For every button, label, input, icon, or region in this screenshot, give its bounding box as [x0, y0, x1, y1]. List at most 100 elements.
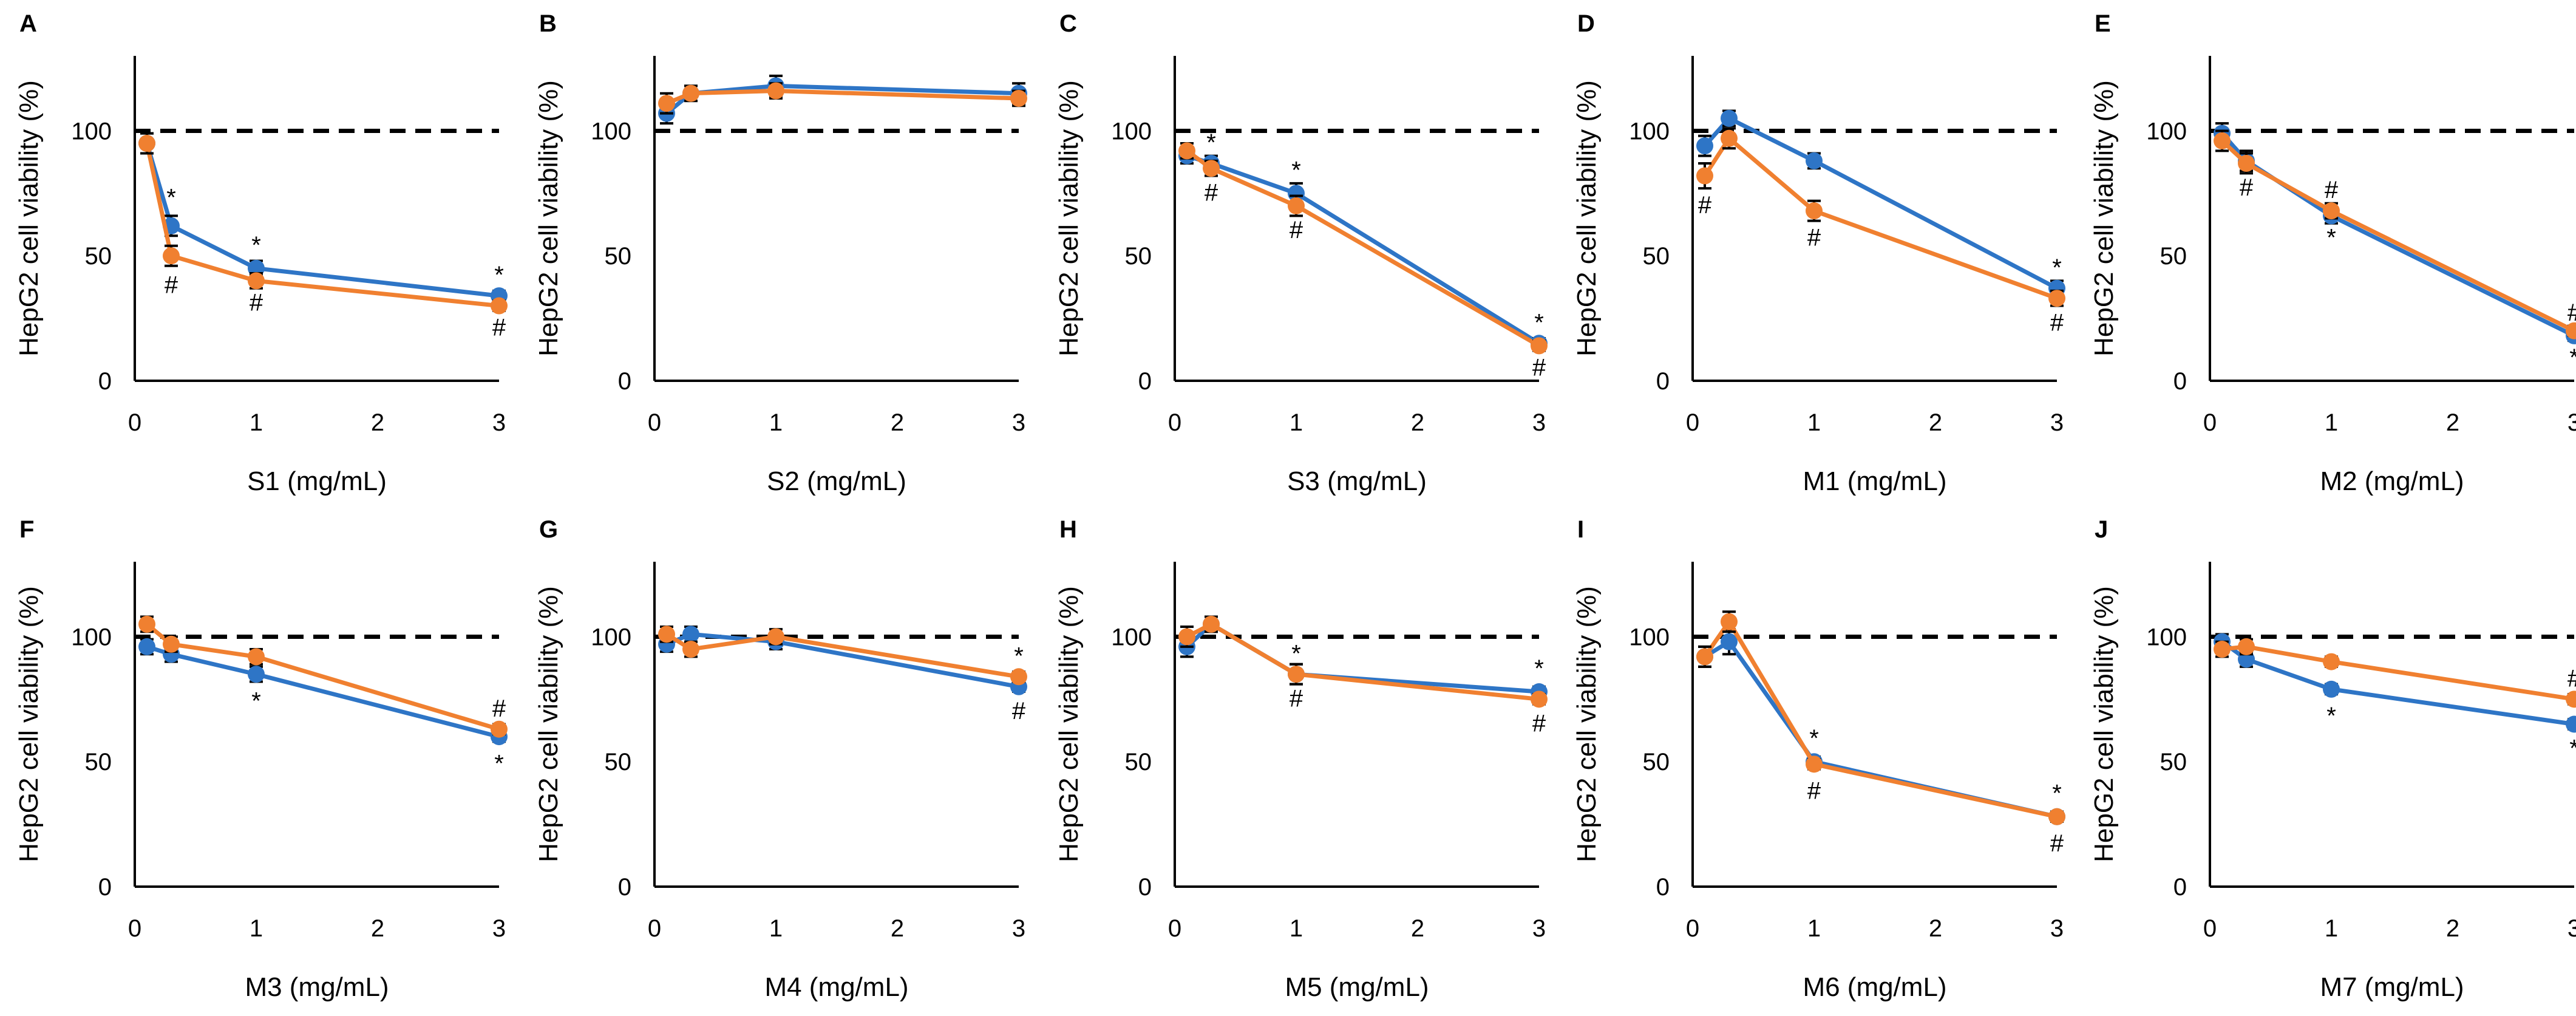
x-axis-title: M4 (mg/mL): [764, 972, 908, 1002]
x-tick-label: 3: [1532, 409, 1546, 436]
y-tick-label: 0: [1656, 368, 1670, 395]
x-axis-title: S2 (mg/mL): [767, 466, 906, 496]
significance-mark: *: [1291, 640, 1301, 667]
y-tick-label: 100: [2146, 118, 2187, 145]
data-point-series-1: [138, 638, 155, 655]
data-point-series-2: [682, 641, 699, 658]
significance-mark: *: [2569, 735, 2576, 762]
series-line-2: [1703, 619, 2058, 819]
significance-mark: *: [1534, 309, 1544, 336]
data-point-series-2: [1010, 89, 1027, 107]
y-axis-title: HepG2 cell viability (%): [534, 80, 563, 356]
x-axis-title: M2 (mg/mL): [2320, 466, 2464, 496]
chart-panel-i: I 0 50 100 0 1 2 3 M6 (mg/mL) HepG2 cell viabilit…: [1572, 516, 2065, 1002]
data-point-series-2: [491, 720, 508, 738]
significance-mark: #: [165, 272, 178, 299]
data-point-series-2: [1203, 615, 1220, 633]
chart-panel-h: H 0 50 100 0 1 2 3 M5 (mg/mL) HepG2 cell viabilit…: [1054, 516, 1548, 1002]
data-point-series-1: [2566, 715, 2576, 733]
data-point-series-1: [248, 666, 265, 683]
significance-mark: *: [2052, 780, 2062, 807]
series-line-1: [665, 83, 1019, 115]
x-axis-title: S3 (mg/mL): [1287, 466, 1427, 496]
significance-mark: #: [2568, 665, 2576, 692]
series-line-2: [2221, 644, 2575, 701]
x-axis-title: S1 (mg/mL): [247, 466, 387, 496]
x-tick-label: 2: [891, 915, 904, 942]
data-point-series-2: [2323, 653, 2340, 670]
x-tick-label: 1: [769, 409, 783, 436]
significance-mark: #: [1290, 685, 1303, 712]
significance-mark: *: [166, 185, 176, 211]
chart-panel-g: G 0 50 100 0 1 2 3 M4 (mg/mL) HepG2 cell viabilit…: [534, 516, 1027, 1002]
y-tick-label: 50: [1125, 749, 1152, 776]
panel-letter: J: [2095, 516, 2108, 543]
significance-mark: *: [2052, 254, 2062, 281]
x-tick-label: 0: [128, 915, 141, 942]
data-point-series-2: [163, 247, 180, 265]
data-point-series-2: [2323, 202, 2340, 220]
data-point-series-2: [2238, 154, 2255, 172]
significance-mark: #: [2050, 830, 2064, 857]
x-tick-label: 1: [1807, 915, 1821, 942]
chart-panel-j: J 0 50 100 0 1 2 3 M7 (mg/mL) HepG2 cell viabilit…: [2089, 516, 2576, 1002]
x-axis-title: M6 (mg/mL): [1803, 972, 1946, 1002]
data-point-series-2: [1288, 666, 1305, 683]
data-point-series-1: [682, 626, 699, 643]
data-point-series-1: [1696, 137, 1713, 155]
x-tick-label: 1: [1290, 409, 1303, 436]
y-tick-label: 50: [1643, 243, 1670, 270]
x-tick-label: 2: [1929, 409, 1942, 436]
significance-mark: #: [1532, 354, 1546, 381]
series-line-2: [144, 143, 500, 308]
data-point-series-2: [1721, 613, 1738, 630]
data-point-series-2: [138, 135, 155, 152]
y-axis-title: HepG2 cell viability (%): [2089, 586, 2119, 862]
x-tick-label: 0: [648, 409, 661, 436]
significance-mark: #: [1532, 711, 1546, 737]
x-tick-label: 2: [1411, 409, 1424, 436]
panel-letter: E: [2095, 10, 2111, 37]
y-tick-label: 100: [1629, 118, 1670, 145]
series-line-2: [1186, 622, 1540, 701]
y-tick-label: 0: [98, 874, 112, 901]
series-line-1: [2220, 639, 2575, 726]
chart-panel-a: A 0 50 100 0 1 2 3 S1 (mg/mL) HepG2 cell viabilit…: [14, 10, 508, 496]
series-line-1: [665, 632, 1019, 689]
y-tick-label: 0: [618, 368, 631, 395]
data-point-series-2: [248, 648, 265, 666]
x-tick-label: 3: [1532, 915, 1546, 942]
x-tick-label: 3: [492, 409, 506, 436]
significance-mark: *: [2326, 703, 2336, 729]
data-point-series-2: [1203, 160, 1220, 177]
y-tick-label: 100: [71, 118, 112, 145]
x-axis-title: M5 (mg/mL): [1285, 972, 1429, 1002]
series-line-1: [146, 644, 500, 739]
x-tick-label: 3: [2050, 915, 2064, 942]
x-tick-label: 2: [2446, 409, 2459, 436]
data-point-series-1: [2323, 680, 2340, 698]
significance-mark: *: [1291, 157, 1301, 183]
y-tick-label: 0: [2173, 874, 2187, 901]
y-tick-label: 50: [1125, 243, 1152, 270]
y-axis-title: HepG2 cell viability (%): [1054, 80, 1084, 356]
series-line-2: [1185, 149, 1540, 348]
x-tick-label: 0: [2203, 915, 2217, 942]
y-tick-label: 50: [605, 749, 632, 776]
y-axis-title: HepG2 cell viability (%): [1572, 80, 1602, 356]
x-axis-title: M3 (mg/mL): [245, 972, 389, 1002]
x-tick-label: 0: [1168, 915, 1181, 942]
significance-mark: #: [1807, 778, 1821, 805]
data-point-series-2: [2048, 290, 2065, 307]
significance-mark: #: [492, 315, 506, 341]
series-line-2: [2220, 139, 2575, 333]
y-tick-label: 100: [591, 624, 631, 650]
y-tick-label: 0: [618, 874, 631, 901]
x-tick-label: 3: [492, 915, 506, 942]
y-axis-title: HepG2 cell viability (%): [14, 80, 44, 356]
x-tick-label: 1: [1807, 409, 1821, 436]
x-tick-label: 3: [1012, 409, 1025, 436]
data-point-series-2: [138, 615, 155, 633]
